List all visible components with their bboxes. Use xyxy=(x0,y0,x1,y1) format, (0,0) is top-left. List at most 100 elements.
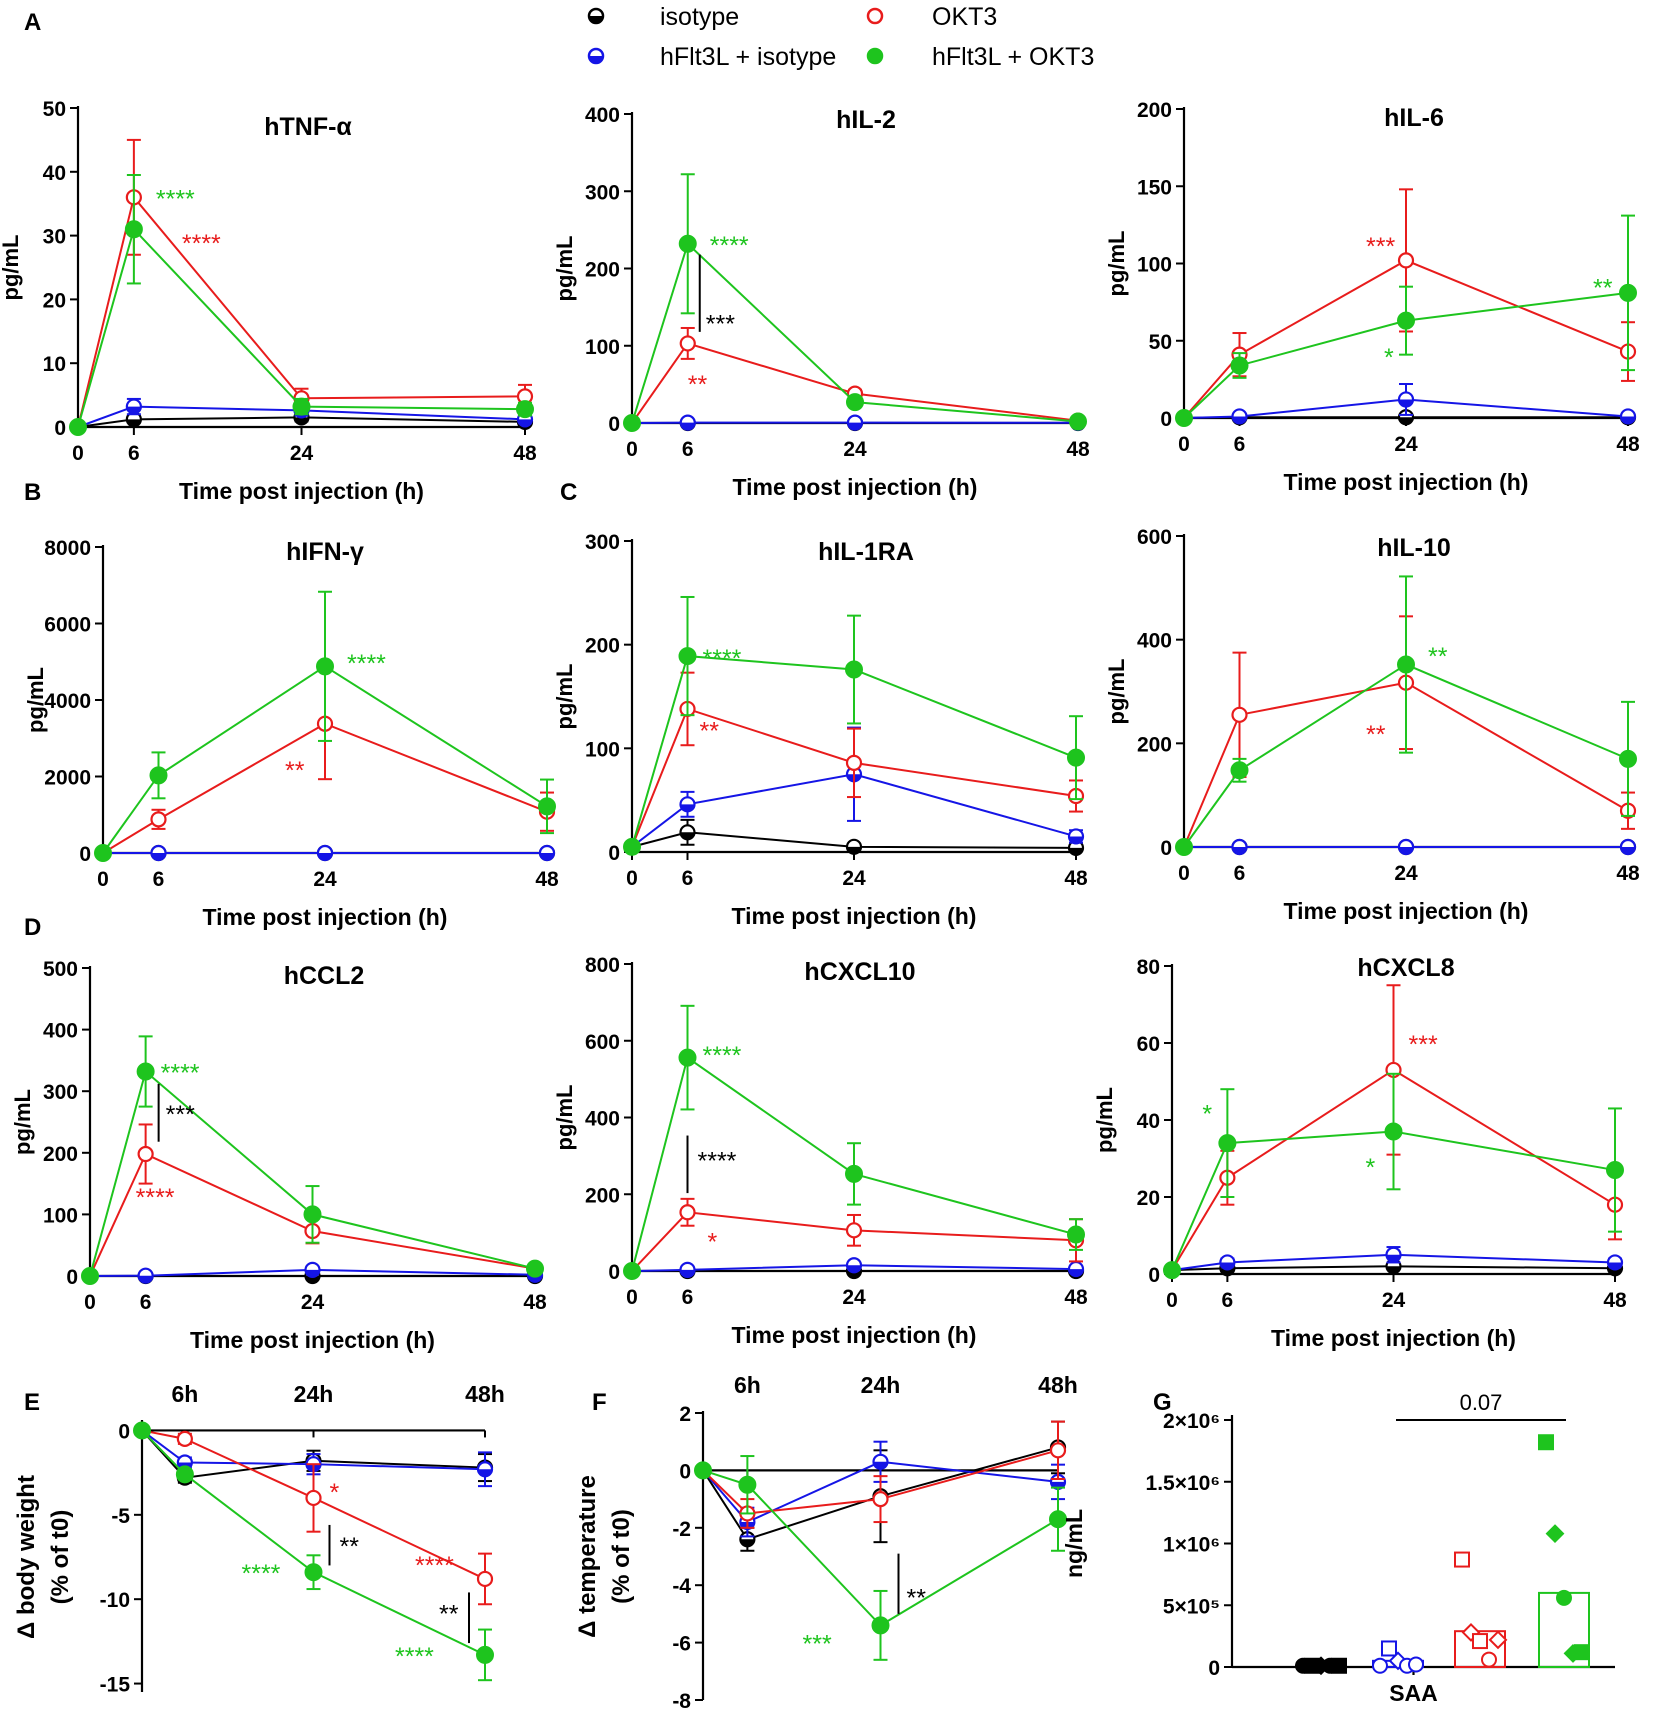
x-tick-label: 48 xyxy=(1616,862,1640,885)
data-point xyxy=(125,411,142,428)
y-tick-label: 50 xyxy=(1149,331,1172,354)
y-tick-label: 2000 xyxy=(44,767,91,790)
data-point xyxy=(1331,1657,1347,1674)
significance-stars: ** xyxy=(1428,643,1448,671)
series-line xyxy=(631,1055,1077,1272)
y-tick-label: 200 xyxy=(1137,733,1172,756)
significance-stars: *** xyxy=(803,1631,832,1659)
y-tick-label: 2 xyxy=(679,1403,691,1426)
x-tick-label: 6 xyxy=(682,867,694,890)
data-point xyxy=(1067,1225,1085,1244)
y-tick-label: 0 xyxy=(66,1266,78,1289)
data-point xyxy=(1397,838,1415,856)
series-line xyxy=(1171,1253,1616,1272)
data-point xyxy=(1481,1651,1497,1668)
data-point xyxy=(845,838,863,855)
series-line xyxy=(1171,1265,1616,1272)
y-tick-label: 200 xyxy=(585,1184,620,1207)
chart-title: hIL-1RA xyxy=(818,538,914,566)
series-line xyxy=(631,1264,1077,1272)
chart-title: hTNF-α xyxy=(264,113,352,141)
series-hflt3l-okt3 xyxy=(133,1421,494,1682)
y-tick-label: 400 xyxy=(1137,630,1172,653)
data-point xyxy=(476,1645,494,1664)
significance-stars: **** xyxy=(161,1059,200,1087)
data-point xyxy=(679,414,696,431)
series-line xyxy=(702,1449,1059,1515)
data-point xyxy=(1218,1134,1237,1153)
panel-label-e: E xyxy=(24,1389,40,1416)
panel-label-c: C xyxy=(560,479,577,506)
data-point xyxy=(133,1421,151,1440)
x-tick-label: 24 xyxy=(1382,1289,1406,1312)
series-line xyxy=(1183,663,1629,848)
significance-stars: **** xyxy=(136,1184,175,1212)
y-tick-label: -2 xyxy=(672,1518,691,1541)
data-point xyxy=(872,1490,889,1508)
data-point xyxy=(846,393,864,412)
series-line xyxy=(702,1460,1059,1524)
y-tick-label: 300 xyxy=(43,1081,78,1104)
series-line xyxy=(631,1211,1077,1272)
series-okt3 xyxy=(623,326,1087,432)
series-line xyxy=(89,1268,536,1277)
y-tick-label: 1×10⁶ xyxy=(1163,1534,1220,1557)
data-point xyxy=(1230,761,1249,780)
data-point xyxy=(124,220,143,239)
data-point xyxy=(125,398,142,415)
x-axis-label: SAA xyxy=(1389,1680,1438,1706)
series-hflt3l-isotype xyxy=(623,1257,1085,1280)
series-hflt3l-okt3 xyxy=(623,173,1087,432)
significance-stars: *** xyxy=(1366,233,1395,261)
y-axis-label: pg/mL xyxy=(552,664,577,730)
y-tick-label: 40 xyxy=(1137,1110,1160,1133)
data-point xyxy=(1175,409,1193,427)
panel-cxcl8: 0 20 40 60 80 0 6 24 48 hCXCL8 Time post injection… xyxy=(1092,954,1627,1351)
data-point xyxy=(176,1430,193,1447)
data-point xyxy=(1472,1633,1488,1650)
y-tick-label: 0 xyxy=(79,843,91,866)
series-hflt3l-okt3 xyxy=(1175,214,1637,427)
group-isotype xyxy=(1295,1656,1347,1676)
y-axis-label: pg/mL xyxy=(1104,659,1129,725)
x-tick-label: 48h xyxy=(1038,1372,1078,1398)
data-point xyxy=(738,1475,757,1494)
data-point xyxy=(94,844,112,862)
series-line xyxy=(631,707,1077,848)
y-tick-label: 0 xyxy=(1208,1657,1220,1680)
y-tick-label: -8 xyxy=(672,1690,691,1713)
data-point xyxy=(1619,283,1637,302)
legend-label-isotype: isotype xyxy=(660,3,739,31)
data-point xyxy=(150,844,167,862)
panel-tnf: A 0 10 20 30 40 50 0 6 24 48 hTNF-α Time post inject… xyxy=(0,9,537,504)
significance-stars: *** xyxy=(1409,1031,1438,1059)
y-axis-label: pg/mL xyxy=(552,1085,577,1151)
y-tick-label: 0 xyxy=(54,417,66,440)
series-line xyxy=(631,655,1077,848)
x-tick-label: 48 xyxy=(1603,1289,1627,1312)
x-tick-label: 6h xyxy=(734,1372,761,1398)
x-axis-label: Time post injection (h) xyxy=(1271,1325,1516,1351)
chart-title: hCXCL10 xyxy=(804,958,915,986)
data-point xyxy=(1397,252,1415,269)
y-tick-label: 0 xyxy=(118,1420,130,1443)
data-point xyxy=(623,837,641,856)
y-tick-label: -4 xyxy=(672,1575,691,1598)
data-point xyxy=(1606,1161,1624,1180)
x-tick-label: 6 xyxy=(140,1291,152,1314)
y-tick-label: 200 xyxy=(585,259,620,282)
significance-stars: * xyxy=(330,1479,340,1507)
axes-saa xyxy=(1230,1415,1615,1675)
data-point xyxy=(149,766,168,785)
y-axis-label: Δ temperature xyxy=(574,1475,601,1638)
y-tick-label: 0 xyxy=(608,842,620,865)
chart-title: hIL-2 xyxy=(836,106,896,134)
x-axis-label: Time post injection (h) xyxy=(1284,898,1529,924)
x-tick-label: 48 xyxy=(1616,433,1640,456)
data-point xyxy=(476,1570,494,1588)
y-tick-label: 100 xyxy=(585,336,620,359)
significance-stars: ** xyxy=(340,1533,360,1561)
x-tick-label: 0 xyxy=(1178,433,1190,456)
significance-stars: **** xyxy=(242,1560,281,1588)
data-point xyxy=(679,335,696,352)
